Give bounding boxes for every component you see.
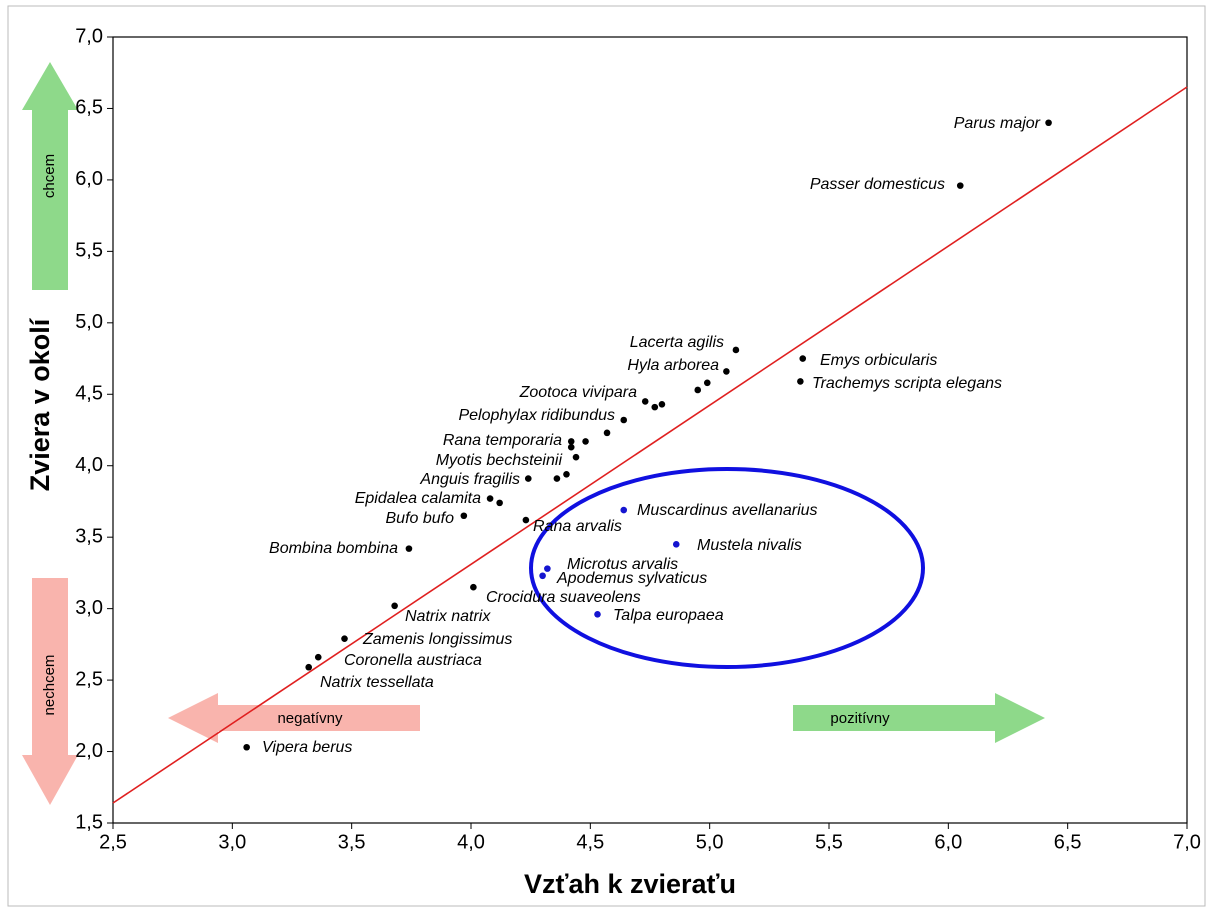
positive-label: pozitívny (830, 710, 890, 727)
y-tick-label: 6,5 (75, 97, 103, 119)
point-label: Zamenis longissimus (362, 631, 512, 648)
point (641, 398, 649, 405)
x-tick-label: 3,5 (338, 831, 366, 853)
point (732, 346, 740, 354)
point (405, 545, 413, 552)
y-tick-label: 2,5 (75, 668, 103, 690)
point (486, 495, 494, 502)
x-tick-label: 2,5 (99, 831, 127, 853)
y-tick-label: 3,0 (75, 597, 103, 619)
y-tick-label: 4,0 (75, 454, 103, 476)
fit-line (112, 86, 1188, 804)
point (470, 583, 477, 591)
point-label: Lacerta agilis (630, 334, 724, 351)
y-tick-label: 5,5 (75, 240, 103, 262)
y-tick-label: 7,0 (75, 25, 103, 47)
x-tick-label: 6,5 (1054, 831, 1082, 853)
y-tick-label: 1,5 (75, 811, 103, 833)
x-axis-title: Vzťah k zvieraťu (524, 869, 736, 899)
point-label: Rana arvalis (533, 518, 622, 535)
y-tick-label: 4,5 (75, 383, 103, 405)
point-label: Talpa europaea (613, 607, 724, 624)
point (658, 400, 666, 408)
highlight-ellipse (529, 467, 925, 669)
y-tick-label: 2,0 (75, 740, 103, 762)
negative-arrow (168, 693, 420, 743)
plot-frame (112, 36, 1188, 824)
point-label: Mustela nivalis (697, 537, 802, 554)
point (563, 471, 570, 478)
point (391, 602, 398, 610)
x-tick-label: 5,5 (815, 831, 843, 853)
point-label: Apodemus sylvaticus (556, 570, 707, 587)
point (522, 516, 530, 524)
point-label: Natrix tessellata (320, 674, 434, 691)
point-label: Pelophylax ridibundus (458, 407, 615, 424)
point (703, 379, 711, 387)
point (694, 386, 702, 394)
x-tick-label: 4,0 (457, 831, 485, 853)
point-label: Parus major (954, 115, 1041, 132)
point (539, 572, 546, 580)
want-label: chcem (41, 154, 58, 198)
point (572, 453, 580, 461)
point-label: Epidalea calamita (355, 490, 481, 507)
point (620, 416, 628, 424)
negative-label: negatívny (277, 710, 343, 727)
y-tick-label: 5,0 (75, 311, 103, 333)
point (314, 653, 322, 661)
point-label: Crocidura suaveolens (486, 589, 641, 606)
point (620, 506, 628, 514)
point (544, 565, 551, 572)
point-label: Coronella austriaca (344, 652, 482, 669)
point (460, 512, 468, 520)
y-tick-label: 3,5 (75, 525, 103, 547)
point-label: Zootoca vivipara (519, 384, 637, 401)
point (496, 499, 503, 507)
not-want-arrow (22, 578, 78, 805)
positive-arrow (793, 693, 1045, 743)
point (603, 429, 611, 437)
point-label: Vipera berus (262, 739, 352, 756)
y-tick-label: 6,0 (75, 168, 103, 190)
point-label: Trachemys scripta elegans (812, 375, 1002, 392)
point (797, 378, 804, 385)
point (567, 438, 575, 445)
point-label: Bombina bombina (269, 540, 398, 557)
point (341, 635, 348, 642)
point-label: Myotis bechsteinii (436, 452, 563, 469)
point-label: Anguis fragilis (419, 471, 520, 488)
point (553, 475, 561, 482)
point (567, 443, 575, 451)
x-tick-label: 6,0 (934, 831, 962, 853)
point (956, 182, 964, 189)
point-label: Natrix natrix (405, 608, 491, 625)
y-axis-title: Zviera v okolí (25, 317, 55, 491)
point-label: Bufo bufo (386, 510, 455, 527)
point (524, 475, 532, 482)
outer-frame (7, 5, 1206, 907)
point-label: Muscardinus avellanarius (637, 502, 818, 519)
want-arrow (22, 62, 78, 290)
not-want-label: nechcem (41, 655, 58, 716)
point (305, 663, 313, 671)
point (672, 541, 680, 548)
point (651, 403, 659, 411)
point (799, 355, 807, 362)
point (243, 743, 250, 751)
point (594, 611, 601, 618)
point-label: Hyla arborea (627, 357, 719, 374)
point (1045, 119, 1052, 127)
point (723, 368, 730, 375)
point (582, 438, 589, 445)
point-label: Emys orbicularis (820, 352, 937, 369)
x-tick-label: 5,0 (696, 831, 724, 853)
x-tick-label: 7,0 (1173, 831, 1201, 853)
x-tick-label: 4,5 (576, 831, 604, 853)
point-label: Passer domesticus (810, 176, 945, 193)
point-label: Rana temporaria (443, 432, 562, 449)
point-label: Microtus arvalis (567, 556, 678, 573)
x-tick-label: 3,0 (218, 831, 246, 853)
